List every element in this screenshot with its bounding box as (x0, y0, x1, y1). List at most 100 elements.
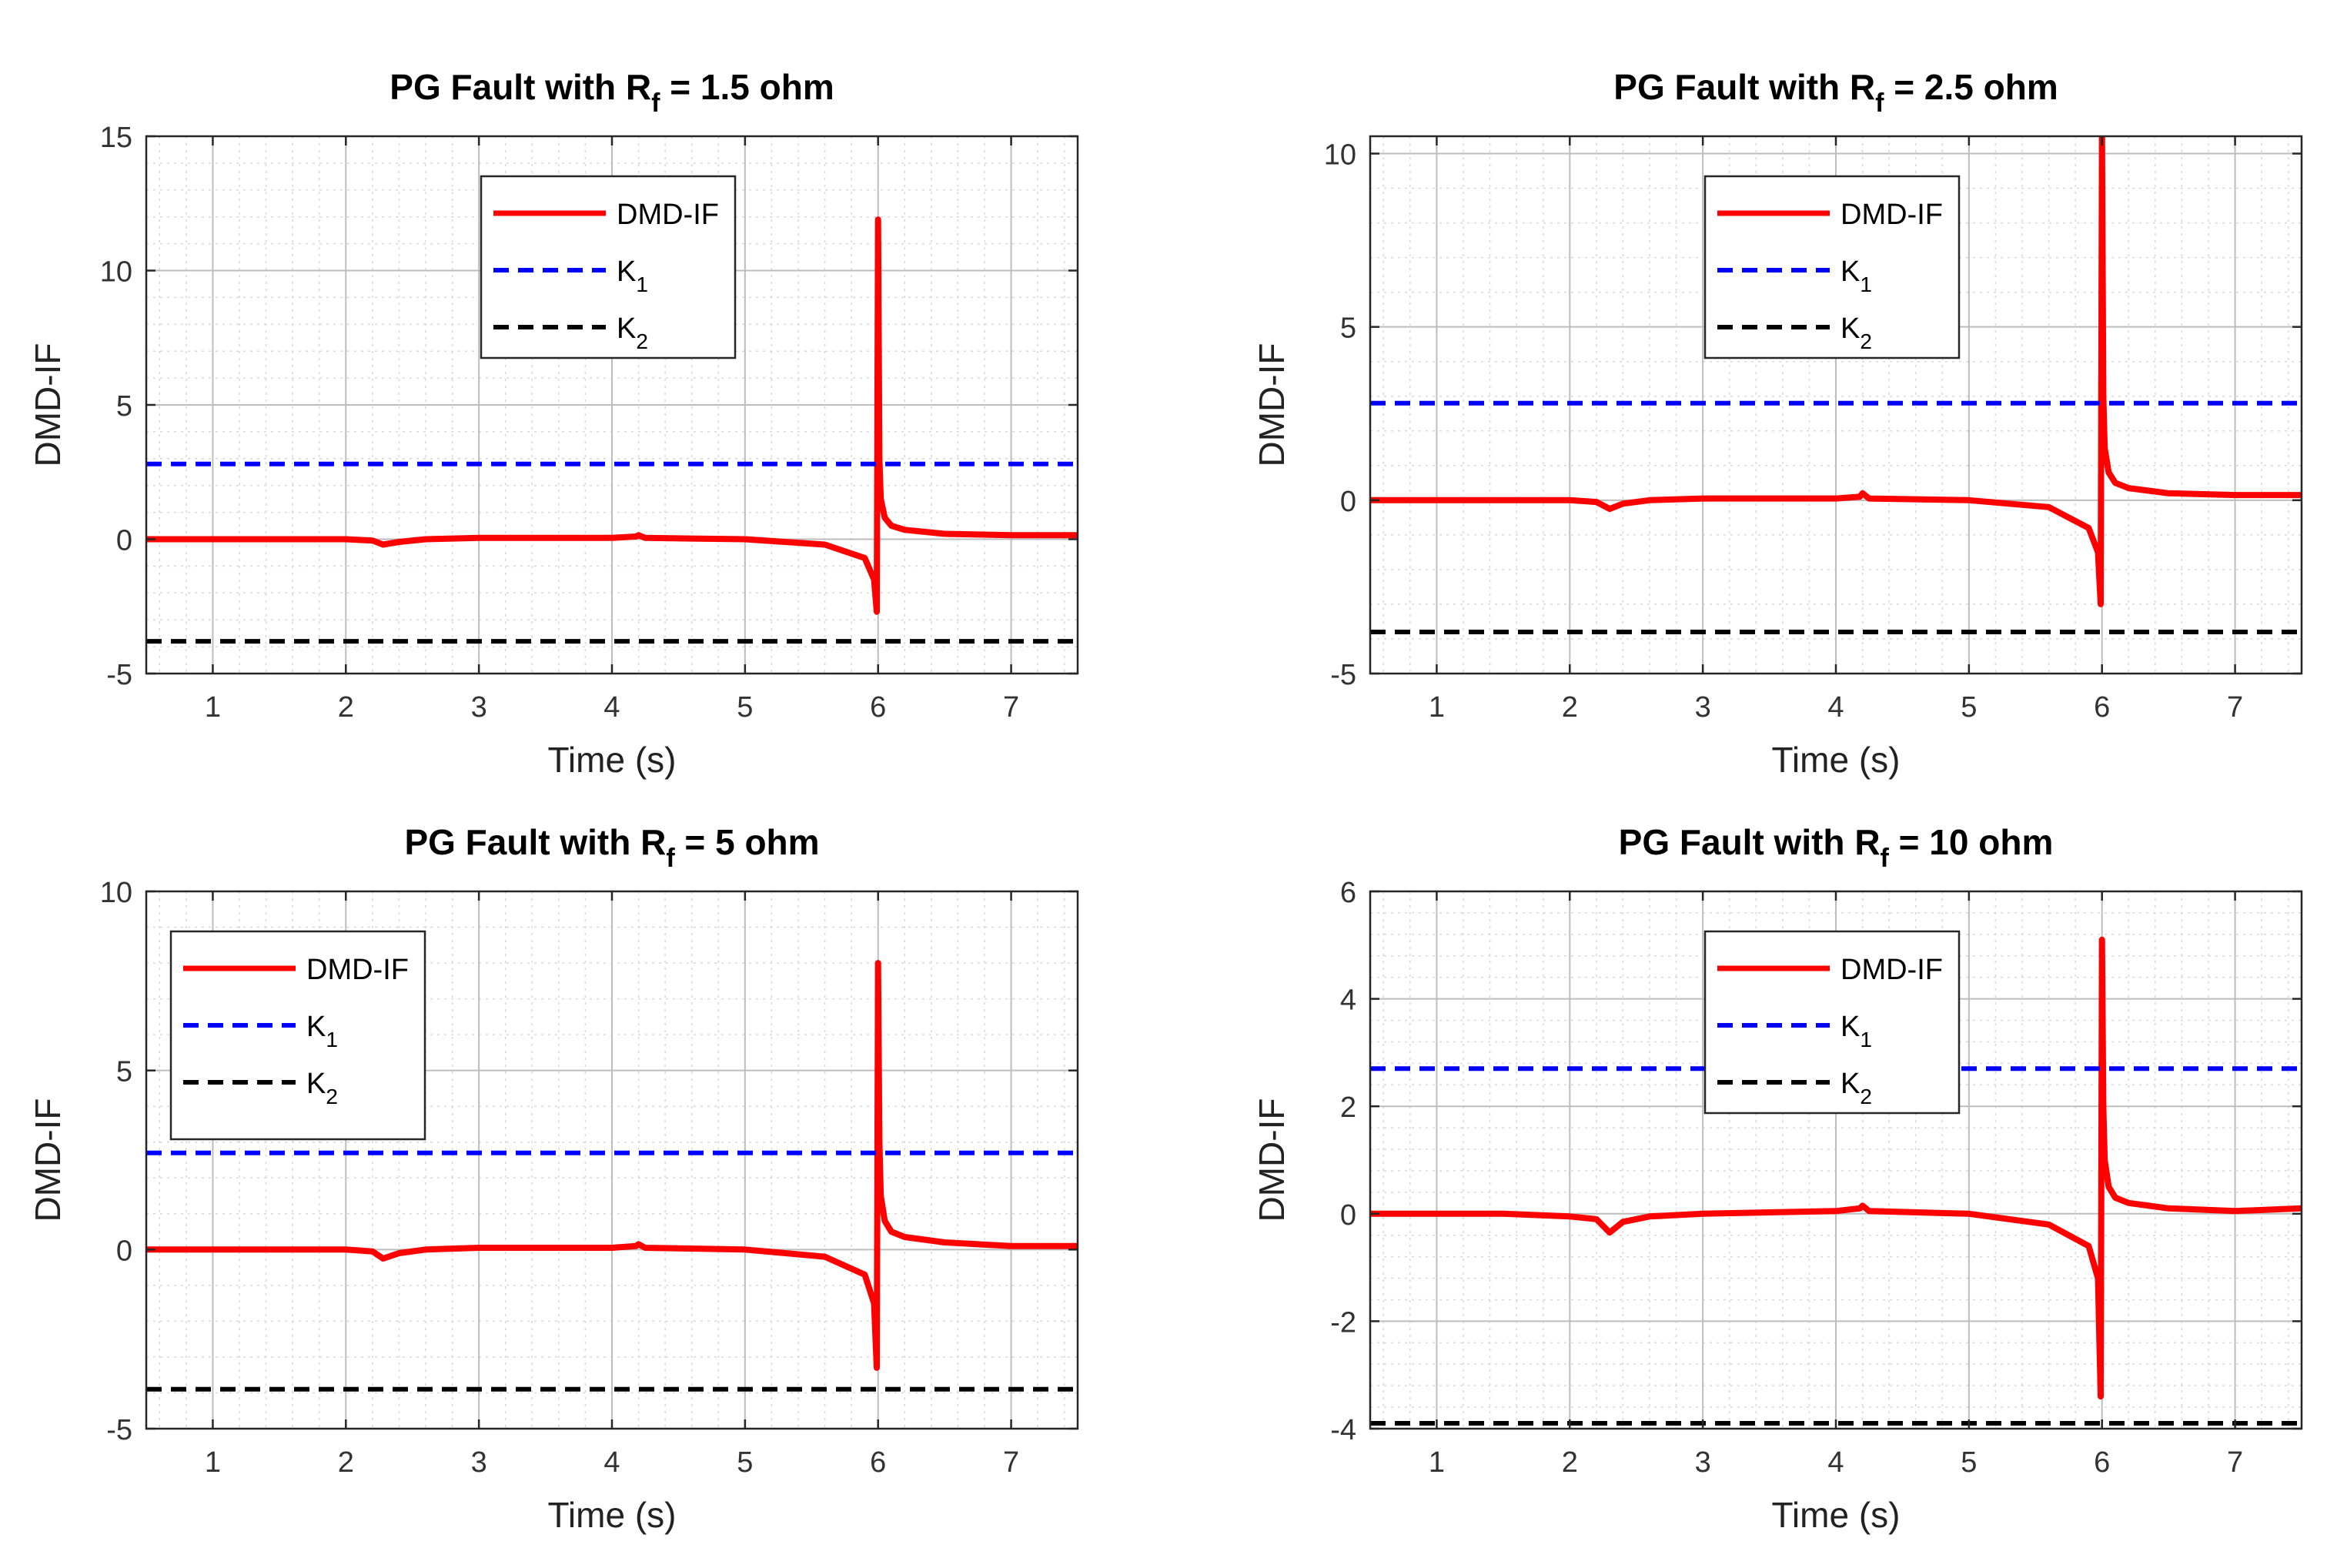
x-axis-label: Time (s) (1772, 1495, 1901, 1535)
y-tick-label: -5 (106, 659, 132, 691)
legend-label-main: K (1841, 313, 1860, 345)
y-tick-label: 10 (100, 256, 132, 289)
legend-label-main: DMD-IF (1841, 199, 1943, 231)
legend-label-3: K2 (1841, 313, 1872, 353)
subplot-4: 1 2 3 4 5 6 7 -4 -2 0 2 4 6 Time (s) DMD-IF PG Fault wi… (1252, 822, 2303, 1535)
legend-label-main: DMD-IF (306, 954, 409, 986)
x-tick-label: 3 (471, 1446, 487, 1479)
y-tick-label: 0 (1340, 486, 1356, 518)
y-axis-label: DMD-IF (1252, 343, 1292, 467)
subplot-title: PG Fault with Rf = 2.5 ohm (1613, 67, 2058, 118)
y-tick-label: -4 (1330, 1414, 1356, 1446)
subplot-title: PG Fault with Rf = 10 ohm (1619, 822, 2054, 873)
title-tail: = 2.5 ohm (1884, 67, 2058, 107)
title-subscript: f (1881, 844, 1890, 873)
legend-label-main: K (617, 256, 636, 288)
x-tick-label: 4 (603, 1446, 620, 1479)
x-axis-label: Time (s) (1772, 740, 1901, 780)
x-axis-label: Time (s) (548, 740, 677, 780)
title-main: PG Fault with R (1619, 822, 1881, 862)
y-axis-label: DMD-IF (1252, 1098, 1292, 1222)
title-main: PG Fault with R (390, 67, 651, 107)
series-group (1370, 936, 2302, 1426)
y-tick-label: 5 (1340, 313, 1356, 345)
legend-label-subscript: 1 (1860, 272, 1872, 296)
legend-label-3: K2 (1841, 1068, 1872, 1108)
x-tick-label: 6 (2094, 691, 2110, 724)
subplot-1: 1 2 3 4 5 6 7 -5 0 5 10 15 Time (s) DMD-IF PG Fault wi… (28, 67, 1079, 780)
y-tick-label: 5 (116, 390, 132, 423)
subplot-2: 1 2 3 4 5 6 7 -5 0 5 10 Time (s) DMD-IF PG Fault with… (1252, 67, 2303, 780)
legend-label-3: K2 (306, 1068, 338, 1108)
legend-label-2: K1 (306, 1011, 338, 1051)
legend: DMD-IF K1 K2 (169, 930, 426, 1141)
legend-label-1: DMD-IF (306, 954, 409, 986)
legend-label-main: K (1841, 1011, 1860, 1043)
x-tick-label: 5 (737, 1446, 753, 1479)
x-tick-label: 3 (471, 691, 487, 724)
y-tick-label: 10 (100, 877, 132, 909)
legend-label-subscript: 1 (636, 272, 648, 296)
title-main: PG Fault with R (404, 822, 666, 862)
x-tick-label: 4 (1827, 691, 1844, 724)
y-tick-label: 0 (1340, 1199, 1356, 1232)
y-tick-label: -5 (1330, 659, 1356, 691)
title-subscript: f (1875, 89, 1884, 118)
legend-label-subscript: 2 (1860, 1085, 1872, 1108)
y-tick-label: 5 (116, 1056, 132, 1088)
x-tick-label: 1 (205, 691, 221, 724)
x-tick-label: 1 (1429, 691, 1445, 724)
y-tick-label: 10 (1324, 139, 1356, 172)
x-tick-label: 5 (737, 691, 753, 724)
x-tick-label: 1 (205, 1446, 221, 1479)
x-tick-label: 6 (2094, 1446, 2110, 1479)
x-tick-label: 7 (2227, 691, 2243, 724)
series-line-dmd-if (146, 216, 1078, 615)
y-tick-label: -5 (106, 1414, 132, 1446)
legend-label-3: K2 (617, 313, 648, 353)
legend-label-2: K1 (1841, 1011, 1872, 1051)
x-axis-label: Time (s) (548, 1495, 677, 1535)
x-tick-label: 6 (870, 1446, 886, 1479)
legend: DMD-IF K1 K2 (1703, 175, 1961, 359)
y-axis-label: DMD-IF (28, 1098, 68, 1222)
title-subscript: f (651, 89, 660, 118)
x-tick-label: 1 (1429, 1446, 1445, 1479)
series-line-dmd-if (146, 960, 1078, 1371)
y-tick-label: 6 (1340, 877, 1356, 909)
legend-label-main: K (1841, 1068, 1860, 1100)
x-tick-label: 7 (2227, 1446, 2243, 1479)
legend-label-2: K1 (617, 256, 648, 296)
x-tick-label: 7 (1003, 691, 1019, 724)
x-tick-label: 5 (1961, 1446, 1977, 1479)
legend-label-subscript: 2 (636, 329, 648, 353)
legend-label-main: DMD-IF (1841, 954, 1943, 986)
legend-label-1: DMD-IF (1841, 954, 1943, 986)
x-tick-label: 6 (870, 691, 886, 724)
legend-label-main: DMD-IF (617, 199, 719, 231)
legend-label-main: K (617, 313, 636, 345)
x-tick-label: 2 (1562, 691, 1578, 724)
y-tick-label: 0 (116, 1235, 132, 1267)
subplot-3: 1 2 3 4 5 6 7 -5 0 5 10 Time (s) DMD-IF PG Fault with… (28, 822, 1079, 1535)
legend-label-subscript: 1 (326, 1028, 338, 1051)
x-tick-label: 4 (1827, 1446, 1844, 1479)
y-tick-label: 2 (1340, 1092, 1356, 1124)
subplot-title: PG Fault with Rf = 1.5 ohm (390, 67, 834, 118)
series-group (146, 960, 1078, 1392)
x-tick-label: 3 (1695, 691, 1711, 724)
legend-label-1: DMD-IF (1841, 199, 1943, 231)
series-group (1370, 136, 2302, 634)
legend-label-1: DMD-IF (617, 199, 719, 231)
legend-label-main: K (306, 1011, 326, 1043)
legend-label-subscript: 1 (1860, 1028, 1872, 1051)
series-line-dmd-if (1370, 936, 2302, 1400)
series-group (146, 216, 1078, 644)
x-tick-label: 2 (338, 691, 354, 724)
title-tail: = 5 ohm (675, 822, 820, 862)
y-tick-label: 4 (1340, 985, 1356, 1017)
y-tick-label: 0 (116, 525, 132, 557)
